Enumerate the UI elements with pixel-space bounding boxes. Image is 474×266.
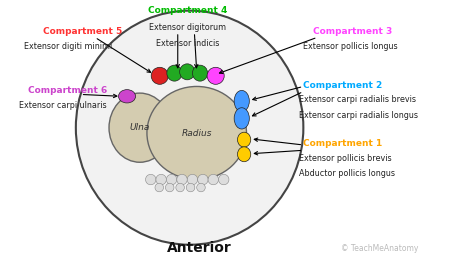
Circle shape [176,183,184,192]
Ellipse shape [207,67,224,84]
Circle shape [198,174,208,185]
Circle shape [155,183,164,192]
Text: Extensor digitorum: Extensor digitorum [149,23,226,32]
Ellipse shape [180,64,195,80]
Text: Abductor pollicis longus: Abductor pollicis longus [299,169,395,178]
Text: Extensor indicis: Extensor indicis [155,39,219,48]
Ellipse shape [237,147,251,162]
Circle shape [208,174,219,185]
Text: Compartment 6: Compartment 6 [28,86,108,95]
Text: Extensor carpi radialis longus: Extensor carpi radialis longus [299,111,418,120]
Circle shape [156,174,166,185]
Text: Compartment 5: Compartment 5 [43,27,122,36]
Text: Extensor carpi radialis brevis: Extensor carpi radialis brevis [299,95,416,104]
Circle shape [166,174,177,185]
Circle shape [197,183,205,192]
Circle shape [219,174,229,185]
Ellipse shape [76,11,303,245]
Circle shape [177,174,187,185]
Ellipse shape [118,90,136,103]
Text: Compartment 4: Compartment 4 [147,6,227,15]
Text: Compartment 1: Compartment 1 [303,139,383,148]
Ellipse shape [151,67,168,84]
Text: Extensor digiti minimi: Extensor digiti minimi [24,42,112,51]
Text: Extensor pollicis brevis: Extensor pollicis brevis [299,154,391,163]
Circle shape [146,174,156,185]
Text: Extensor carpi ulnaris: Extensor carpi ulnaris [19,101,107,110]
Ellipse shape [109,93,171,162]
Circle shape [186,183,195,192]
Text: Extensor pollicis longus: Extensor pollicis longus [303,42,398,51]
Text: Compartment 3: Compartment 3 [313,27,392,36]
Ellipse shape [234,90,249,112]
Ellipse shape [192,65,208,81]
Ellipse shape [234,108,249,129]
Text: Ulna: Ulna [130,123,150,132]
Circle shape [165,183,174,192]
Text: Anterior: Anterior [167,241,231,255]
Text: Radius: Radius [182,128,212,138]
Text: © TeachMeAnatomy: © TeachMeAnatomy [340,244,418,253]
Circle shape [187,174,198,185]
Text: Compartment 2: Compartment 2 [303,81,383,90]
Ellipse shape [167,65,182,81]
Ellipse shape [147,86,246,180]
Ellipse shape [237,132,251,147]
